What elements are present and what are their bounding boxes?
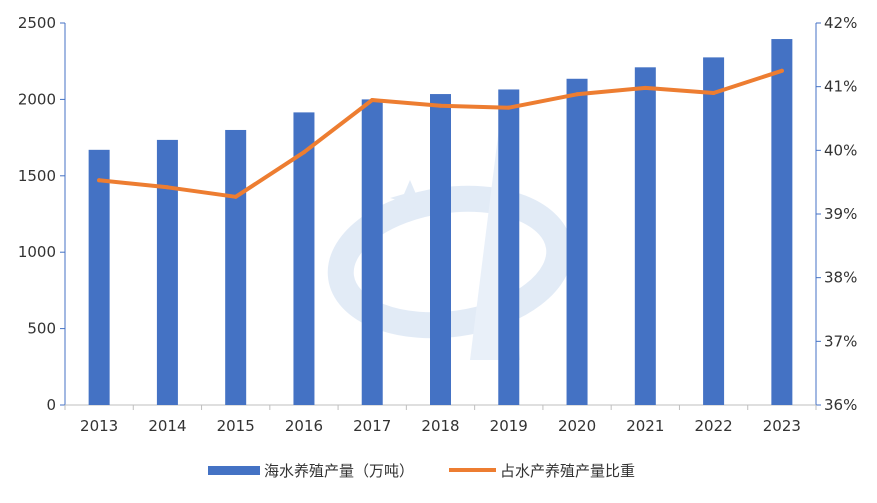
right-axis-tick-label: 42%	[824, 14, 857, 32]
legend-label-line: 占水产养殖产量比重	[500, 462, 635, 480]
line-point-2020	[575, 92, 580, 97]
x-axis-tick-label: 2018	[421, 417, 459, 435]
line-series	[97, 68, 784, 199]
line-point-2023	[779, 68, 784, 73]
x-axis-tick-label: 2020	[558, 417, 596, 435]
left-axis-tick-label: 2000	[18, 90, 56, 108]
line-point-2017	[370, 98, 375, 103]
bar-2022	[703, 57, 725, 405]
left-axis-tick-label: 2500	[18, 14, 56, 32]
legend-swatch-bar	[208, 466, 260, 475]
bar-2014	[156, 139, 178, 405]
line-point-2018	[438, 103, 443, 108]
left-axis-tick-label: 1500	[18, 167, 56, 185]
bar-2015	[225, 129, 247, 405]
bar-2018	[430, 94, 451, 405]
right-axis-tick-label: 38%	[824, 269, 857, 287]
line-point-2019	[506, 105, 511, 110]
line-point-2014	[165, 185, 170, 190]
right-axis-tick-label: 39%	[824, 205, 857, 223]
bar-2020	[566, 78, 588, 405]
right-axis-tick-label: 36%	[824, 396, 857, 414]
line-point-2013	[97, 178, 102, 183]
x-axis-tick-label: 2013	[80, 417, 118, 435]
right-axis-tick-label: 41%	[824, 78, 857, 96]
x-axis-tick-label: 2022	[694, 417, 732, 435]
x-axis-tick-label: 2021	[626, 417, 664, 435]
bar-2016	[293, 112, 315, 405]
x-axis-tick-label: 2016	[285, 417, 323, 435]
bar-2019	[498, 89, 520, 405]
left-axis-tick-label: 0	[46, 396, 56, 414]
x-axis-tick-label: 2019	[490, 417, 528, 435]
left-axis-tick-label: 1000	[18, 243, 56, 261]
line-point-2016	[301, 150, 306, 155]
bar-2013	[88, 149, 110, 405]
left-axis-tick-label: 500	[27, 320, 56, 338]
right-axis-tick-label: 40%	[824, 141, 857, 159]
bar-2023	[771, 39, 793, 405]
x-axis-tick-label: 2017	[353, 417, 391, 435]
line-point-2021	[643, 85, 648, 90]
right-axis-tick-label: 37%	[824, 332, 857, 350]
legend-label-bar: 海水养殖产量（万吨）	[264, 462, 414, 480]
x-axis-tick-label: 2015	[217, 417, 255, 435]
x-axis-tick-label: 2023	[763, 417, 801, 435]
line-point-2015	[233, 194, 238, 199]
bar-2021	[634, 67, 656, 405]
x-axis-tick-label: 2014	[148, 417, 186, 435]
bar-2017	[361, 99, 383, 406]
legend: 海水养殖产量（万吨） 占水产养殖产量比重	[208, 462, 635, 480]
line-point-2022	[711, 91, 716, 96]
bar-series	[88, 39, 793, 406]
